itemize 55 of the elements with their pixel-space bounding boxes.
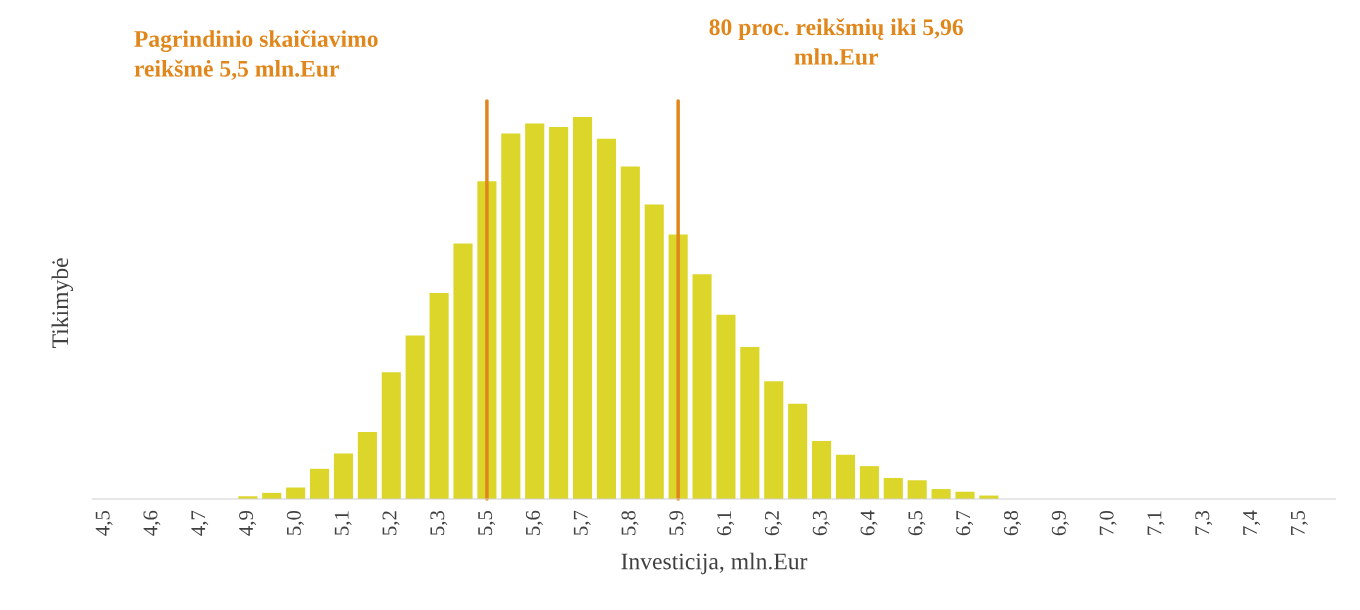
bar <box>310 468 330 499</box>
x-tick-label: 6,2 <box>764 511 782 536</box>
x-tick-label: 5,3 <box>430 510 448 535</box>
bar <box>788 403 808 499</box>
x-axis-title: Investicija, mln.Eur <box>621 552 808 575</box>
bar <box>453 243 473 499</box>
x-tick-label: 7,4 <box>1243 510 1261 535</box>
ref-line-label: Pagrindinio skaičiavimo reikšmė 5,5 mln.Eur <box>134 30 378 81</box>
x-tick-label: 5,1 <box>334 511 352 535</box>
bar <box>429 293 449 499</box>
x-tick-label: 5,6 <box>525 510 543 535</box>
bar <box>692 274 712 499</box>
x-tick-label: 4,5 <box>95 510 113 536</box>
x-tick-label: 5,9 <box>669 510 687 535</box>
ref-line-label: 80 proc. reikšmių iki 5,96 mln.Eur <box>709 18 963 65</box>
bar <box>620 166 640 499</box>
bar <box>931 489 951 499</box>
x-tick-label: 7,3 <box>1195 510 1213 535</box>
bar <box>333 453 354 499</box>
y-axis-title: Tikimybė <box>51 258 74 348</box>
x-tick-label: 6,1 <box>717 511 735 536</box>
bar <box>907 480 927 499</box>
x-tick-label: 7,5 <box>1291 510 1308 535</box>
x-tick-label: 6,9 <box>1051 510 1069 536</box>
bar <box>812 440 832 499</box>
bar <box>644 204 664 499</box>
bar <box>716 314 736 499</box>
bar <box>405 335 425 499</box>
bar <box>572 116 593 499</box>
bar <box>501 133 521 499</box>
bar <box>740 346 760 499</box>
bar <box>525 123 545 499</box>
x-tick-label: 4,9 <box>239 510 257 536</box>
bar <box>549 126 569 499</box>
x-tick-label: 4,6 <box>143 510 161 536</box>
bar <box>381 372 401 499</box>
x-tick-label: 4,7 <box>191 510 209 536</box>
bar <box>764 381 784 499</box>
x-tick-label: 5,8 <box>621 510 639 535</box>
x-tick-label: 6,3 <box>812 510 830 536</box>
bar <box>859 466 879 499</box>
bar <box>883 477 903 499</box>
x-tick-label: 5,5 <box>478 510 496 535</box>
x-tick-label: 7,1 <box>1147 511 1165 535</box>
bar <box>835 454 856 499</box>
bar <box>596 138 616 499</box>
x-tick-label: 6,5 <box>908 510 926 536</box>
x-tick-label: 6,4 <box>860 510 878 536</box>
x-tick-label: 5,0 <box>286 510 304 535</box>
x-tick-label: 7,0 <box>1099 510 1117 535</box>
x-tick-label: 6,7 <box>956 510 974 536</box>
bar <box>357 432 377 499</box>
x-tick-label: 6,8 <box>1003 510 1022 536</box>
x-tick-label: 5,7 <box>573 510 591 535</box>
x-tick-label: 5,2 <box>382 511 400 535</box>
